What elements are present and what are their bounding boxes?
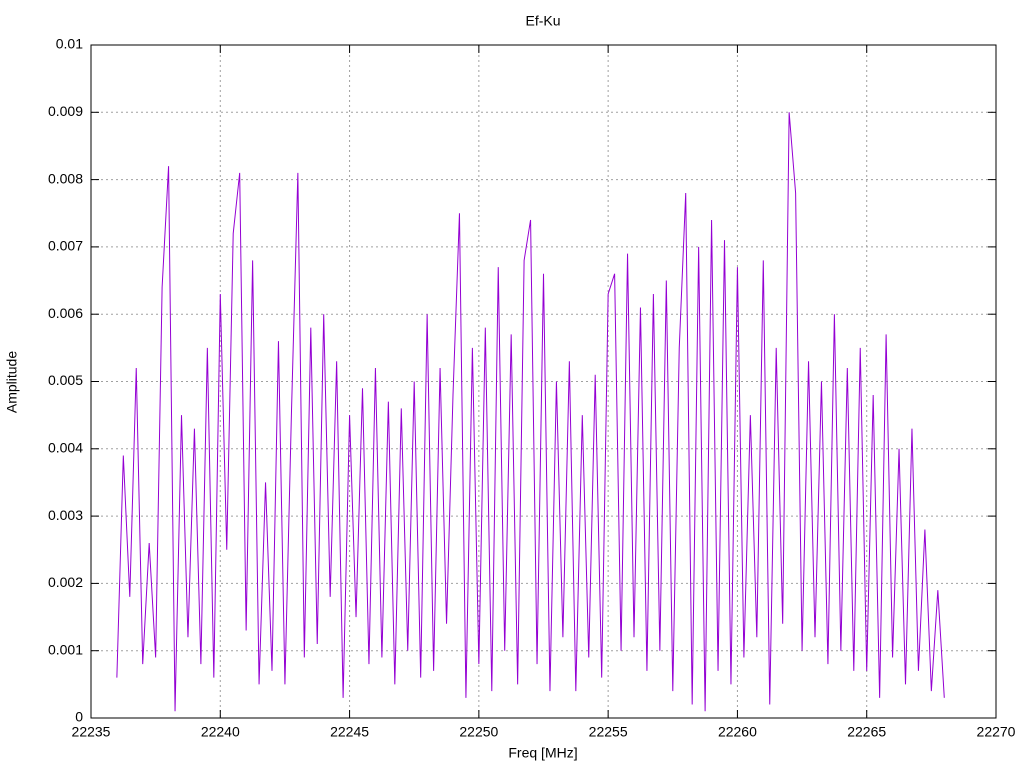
y-tick-label: 0.008 (48, 170, 83, 186)
y-tick-label: 0 (75, 709, 83, 725)
y-axis-label: Amplitude (4, 351, 20, 413)
y-tick-label: 0.004 (48, 440, 83, 456)
y-tick-label: 0.01 (56, 36, 83, 52)
line (116, 112, 945, 712)
y-tick-label: 0.006 (48, 305, 83, 321)
x-axis-label: Freq [MHz] (508, 745, 577, 761)
x-tick-label: 22265 (847, 724, 886, 740)
x-tick-label: 22260 (718, 724, 757, 740)
y-tick-label: 0.009 (48, 103, 83, 119)
x-tick-label: 22270 (977, 724, 1016, 740)
x-tick-label: 22255 (589, 724, 628, 740)
x-tick-label: 22235 (72, 724, 111, 740)
y-tick-label: 0.001 (48, 641, 83, 657)
x-tick-label: 22245 (330, 724, 369, 740)
x-tick-label: 22250 (459, 724, 498, 740)
y-tick-label: 0.005 (48, 372, 83, 388)
y-tick-label: 0.003 (48, 507, 83, 523)
x-tick-label: 22240 (201, 724, 240, 740)
chart-title: Ef-Ku (525, 13, 560, 29)
y-tick-label: 0.007 (48, 238, 83, 254)
plot-border (90, 44, 997, 719)
y-tick-label: 0.002 (48, 574, 83, 590)
